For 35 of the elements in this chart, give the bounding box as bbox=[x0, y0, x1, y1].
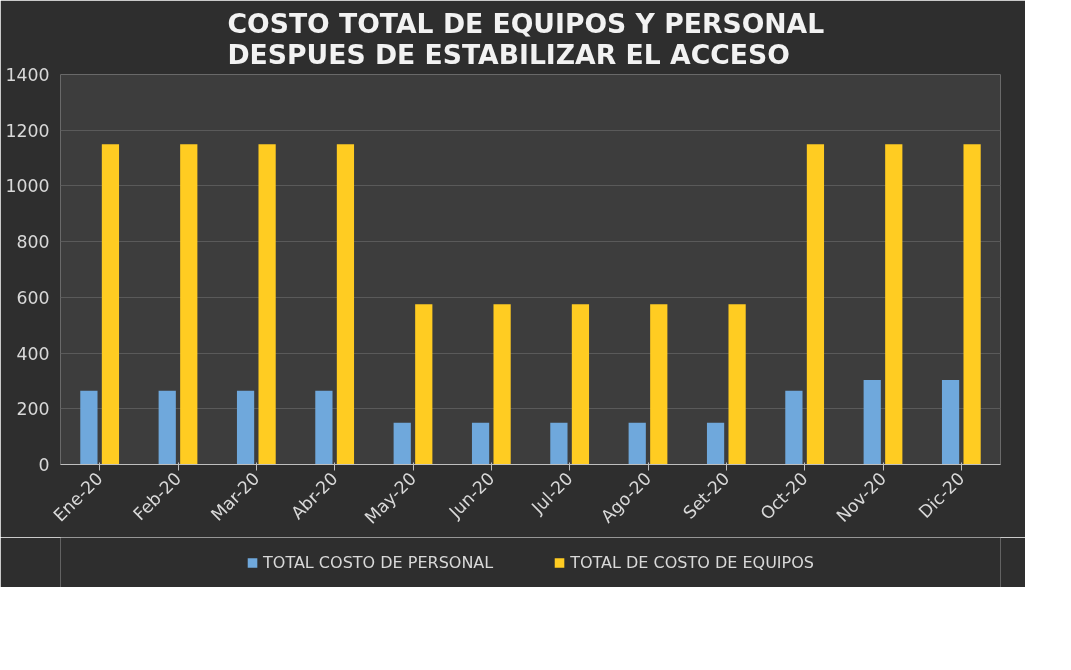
y-tick-label: 600 bbox=[16, 287, 50, 308]
y-tick-label: 400 bbox=[16, 343, 50, 364]
bar bbox=[728, 304, 746, 465]
bar bbox=[336, 144, 355, 465]
y-tick-label: 800 bbox=[16, 232, 50, 253]
bar bbox=[236, 390, 255, 465]
legend-label: TOTAL DE COSTO DE EQUIPOS bbox=[570, 552, 814, 572]
y-tick-label: 1000 bbox=[5, 176, 50, 197]
bar bbox=[885, 144, 903, 465]
bar bbox=[863, 380, 881, 465]
bar bbox=[806, 144, 825, 465]
y-tick-label: 0 bbox=[38, 455, 50, 475]
bar bbox=[941, 380, 960, 465]
bar bbox=[493, 304, 511, 465]
bar bbox=[80, 390, 98, 465]
bar bbox=[471, 422, 490, 465]
bar bbox=[550, 422, 568, 465]
bar bbox=[315, 390, 333, 465]
bar bbox=[158, 390, 176, 465]
bar bbox=[571, 304, 590, 465]
bar bbox=[393, 422, 411, 465]
legend-label: TOTAL COSTO DE PERSONAL bbox=[263, 552, 494, 572]
y-tick-label: 1400 bbox=[5, 65, 50, 85]
bar bbox=[415, 304, 433, 465]
bar bbox=[650, 304, 668, 465]
y-tick-label: 200 bbox=[16, 399, 50, 420]
bar bbox=[628, 422, 646, 465]
y-tick-label: 1200 bbox=[5, 120, 50, 141]
bar bbox=[101, 144, 120, 465]
bar bbox=[180, 144, 198, 465]
bar bbox=[706, 422, 725, 465]
chart-title: COSTO TOTAL DE EQUIPOS Y PERSONAL DESPUES DE ESTABILIZAR EL ACCESO bbox=[227, 7, 825, 70]
bar bbox=[785, 390, 803, 465]
bar bbox=[963, 144, 981, 465]
bar bbox=[258, 144, 276, 465]
